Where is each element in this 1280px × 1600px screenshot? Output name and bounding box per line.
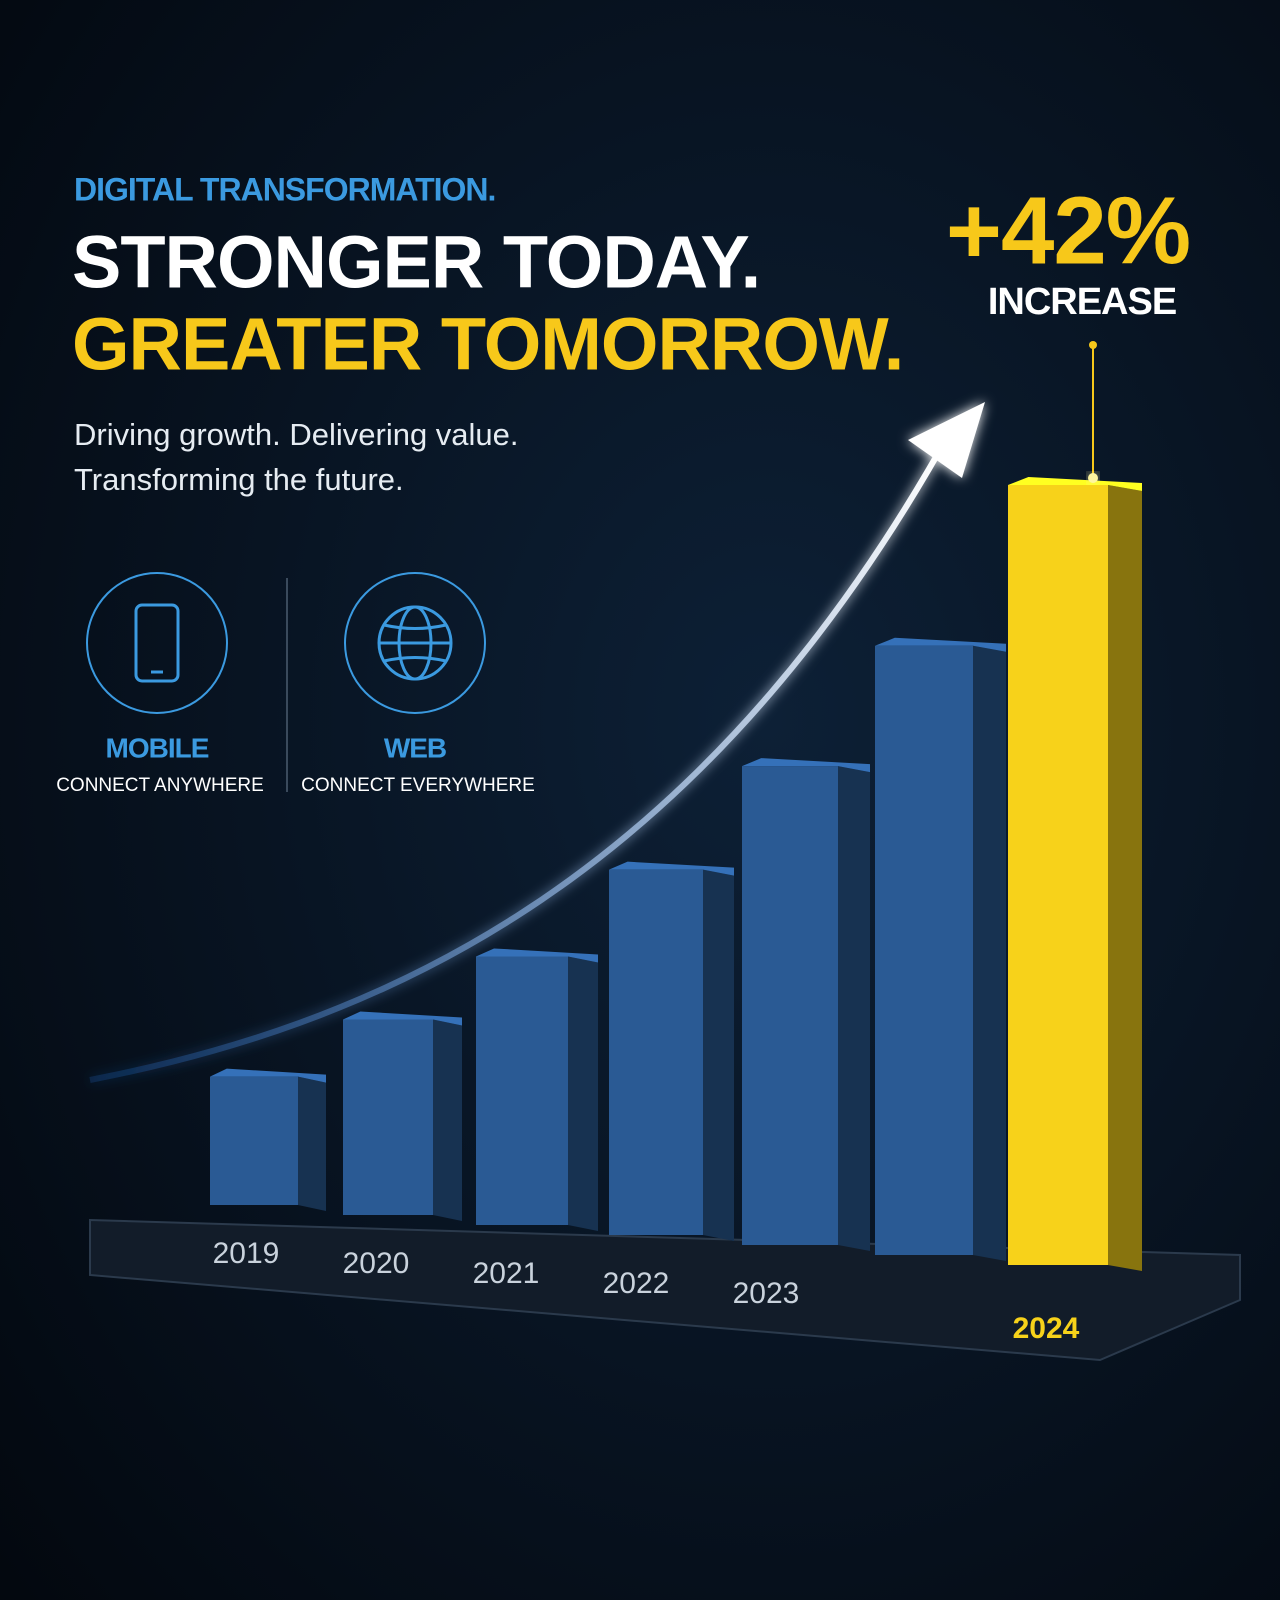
bar [476,956,568,1225]
icon-ring [86,572,228,714]
bar-side [1108,485,1142,1271]
feature-title: WEB [384,732,446,763]
feature-subtitle: CONNECT EVERYWHERE [301,775,535,796]
bar-side [568,956,598,1231]
kicker: DIGITAL TRANSFORMATION. [74,171,495,207]
subtitle-line: Transforming the future. [74,462,404,497]
bar-top [343,1011,462,1026]
x-tick-label: 2019 [213,1237,280,1270]
x-tick-label: 2020 [343,1247,410,1280]
feature-subtitle: CONNECT ANYWHERE [56,775,264,796]
bar [1008,485,1108,1265]
growth-arrow [89,448,943,1083]
bar-side [703,869,734,1241]
subtitle-line: Driving growth. Delivering value. [74,417,519,452]
bar-side [973,645,1006,1261]
bar [210,1076,298,1205]
bar-side [838,766,870,1251]
x-tick-label: 2022 [603,1267,670,1300]
callout-dot [1088,473,1098,483]
phone-icon [134,603,180,683]
x-tick-label: 2021 [473,1257,540,1290]
x-tick-label: 2023 [733,1277,800,1310]
bar-side [298,1076,326,1211]
bar [875,645,973,1255]
callout-value: +42% [946,177,1190,284]
bar-top [476,948,598,963]
feature-mobile: MOBILE CONNECT ANYWHERE [56,572,264,796]
callout-label: INCREASE [988,281,1176,323]
bar [343,1019,433,1215]
bar-top [210,1068,326,1083]
bar-top [1008,477,1142,491]
globe-icon [377,605,453,681]
arrow-head [908,402,985,478]
icon-ring [344,572,486,714]
bar-top [875,637,1006,652]
bar [609,869,703,1235]
callout-dot [1089,341,1097,349]
bars: 2019 2020 2021 2022 2023 2024 [210,477,1142,1345]
bar-side [433,1019,462,1221]
x-tick-label: 2024 [1013,1312,1080,1345]
bar-top [609,861,734,876]
headline: STRONGER TODAY. [72,221,760,304]
bar-top [742,758,870,773]
bar [742,766,838,1245]
feature-web: WEB CONNECT EVERYWHERE [301,572,535,796]
feature-title: MOBILE [106,732,209,763]
headline-accent: GREATER TOMORROW. [72,303,903,386]
